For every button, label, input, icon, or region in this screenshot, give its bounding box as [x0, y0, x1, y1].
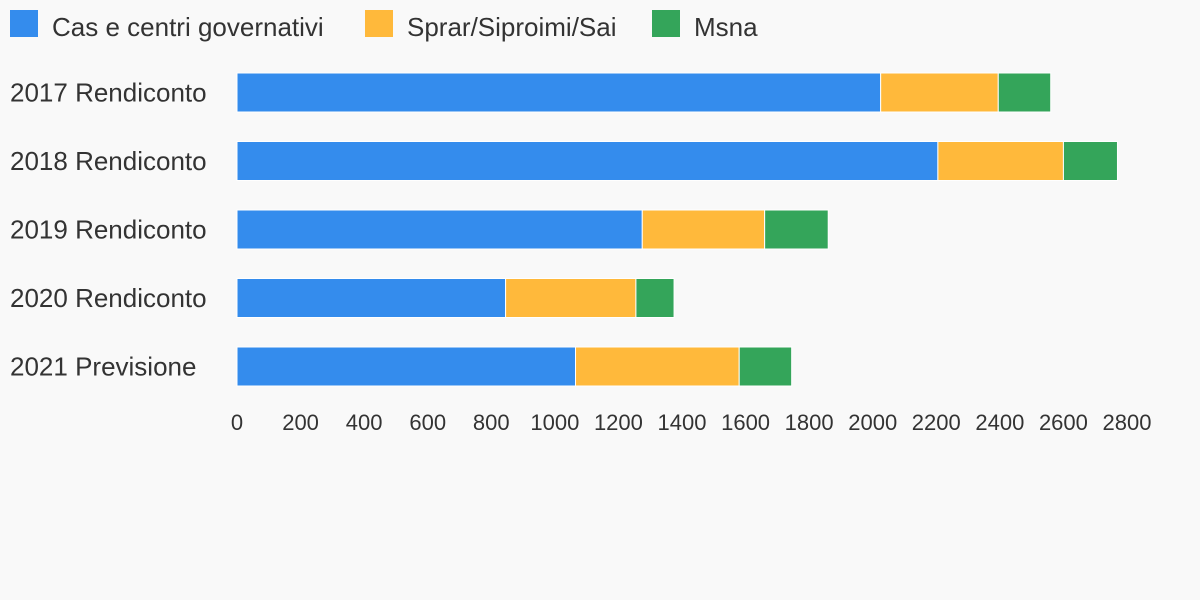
bar-1-series-2	[880, 72, 999, 113]
bar-4-series-1	[236, 278, 507, 318]
x-tick-label-2: 200	[282, 410, 319, 435]
x-tick-label-4: 600	[409, 410, 446, 435]
x-tick-label-10: 1800	[785, 410, 834, 435]
bar-1-series-3	[997, 72, 1052, 113]
x-tick-label-1: 0	[231, 410, 243, 435]
category-label-4: 2020 Rendiconto	[10, 283, 207, 313]
legend-swatch-2	[365, 10, 393, 37]
legend-label-3: Msna	[694, 12, 758, 42]
bar-1-series-1	[236, 72, 882, 113]
bar-2-series-3	[1062, 141, 1118, 181]
legend-swatch-1	[10, 10, 38, 37]
bar-5-series-2	[575, 346, 740, 387]
bar-2-series-1	[236, 141, 939, 181]
legend-label-1: Cas e centri governativi	[52, 12, 324, 42]
x-tick-label-14: 2600	[1039, 410, 1088, 435]
bar-4-series-2	[505, 278, 637, 318]
bar-3-series-2	[641, 209, 766, 250]
x-tick-label-15: 2800	[1103, 410, 1152, 435]
category-label-3: 2019 Rendiconto	[10, 215, 207, 245]
bars	[236, 72, 1118, 387]
legend-label-2: Sprar/Siproimi/Sai	[407, 12, 617, 42]
legend: Cas e centri governativi Sprar/Siproimi/S…	[10, 10, 758, 42]
x-tick-label-12: 2200	[912, 410, 961, 435]
x-tick-label-6: 1000	[530, 410, 579, 435]
x-tick-label-11: 2000	[848, 410, 897, 435]
category-labels: 2017 Rendiconto 2018 Rendiconto 2019 Rendi…	[10, 78, 207, 382]
bar-5-series-1	[236, 346, 577, 387]
bar-3-series-3	[764, 209, 829, 250]
x-tick-label-7: 1200	[594, 410, 643, 435]
x-tick-label-13: 2400	[975, 410, 1024, 435]
x-tick-label-8: 1400	[658, 410, 707, 435]
x-axis: 0 200 400 600 800 1000 1200 1400 1600 1800 2000 220…	[231, 410, 1152, 435]
bar-5-series-3	[738, 346, 793, 387]
bar-3-series-1	[236, 209, 643, 250]
bar-2-series-2	[937, 141, 1064, 181]
x-tick-label-5: 800	[473, 410, 510, 435]
category-label-5: 2021 Previsione	[10, 352, 196, 382]
category-label-2: 2018 Rendiconto	[10, 146, 207, 176]
category-label-1: 2017 Rendiconto	[10, 78, 207, 108]
x-tick-label-9: 1600	[721, 410, 770, 435]
legend-swatch-3	[652, 10, 680, 37]
x-tick-label-3: 400	[346, 410, 383, 435]
bar-4-series-3	[635, 278, 675, 318]
